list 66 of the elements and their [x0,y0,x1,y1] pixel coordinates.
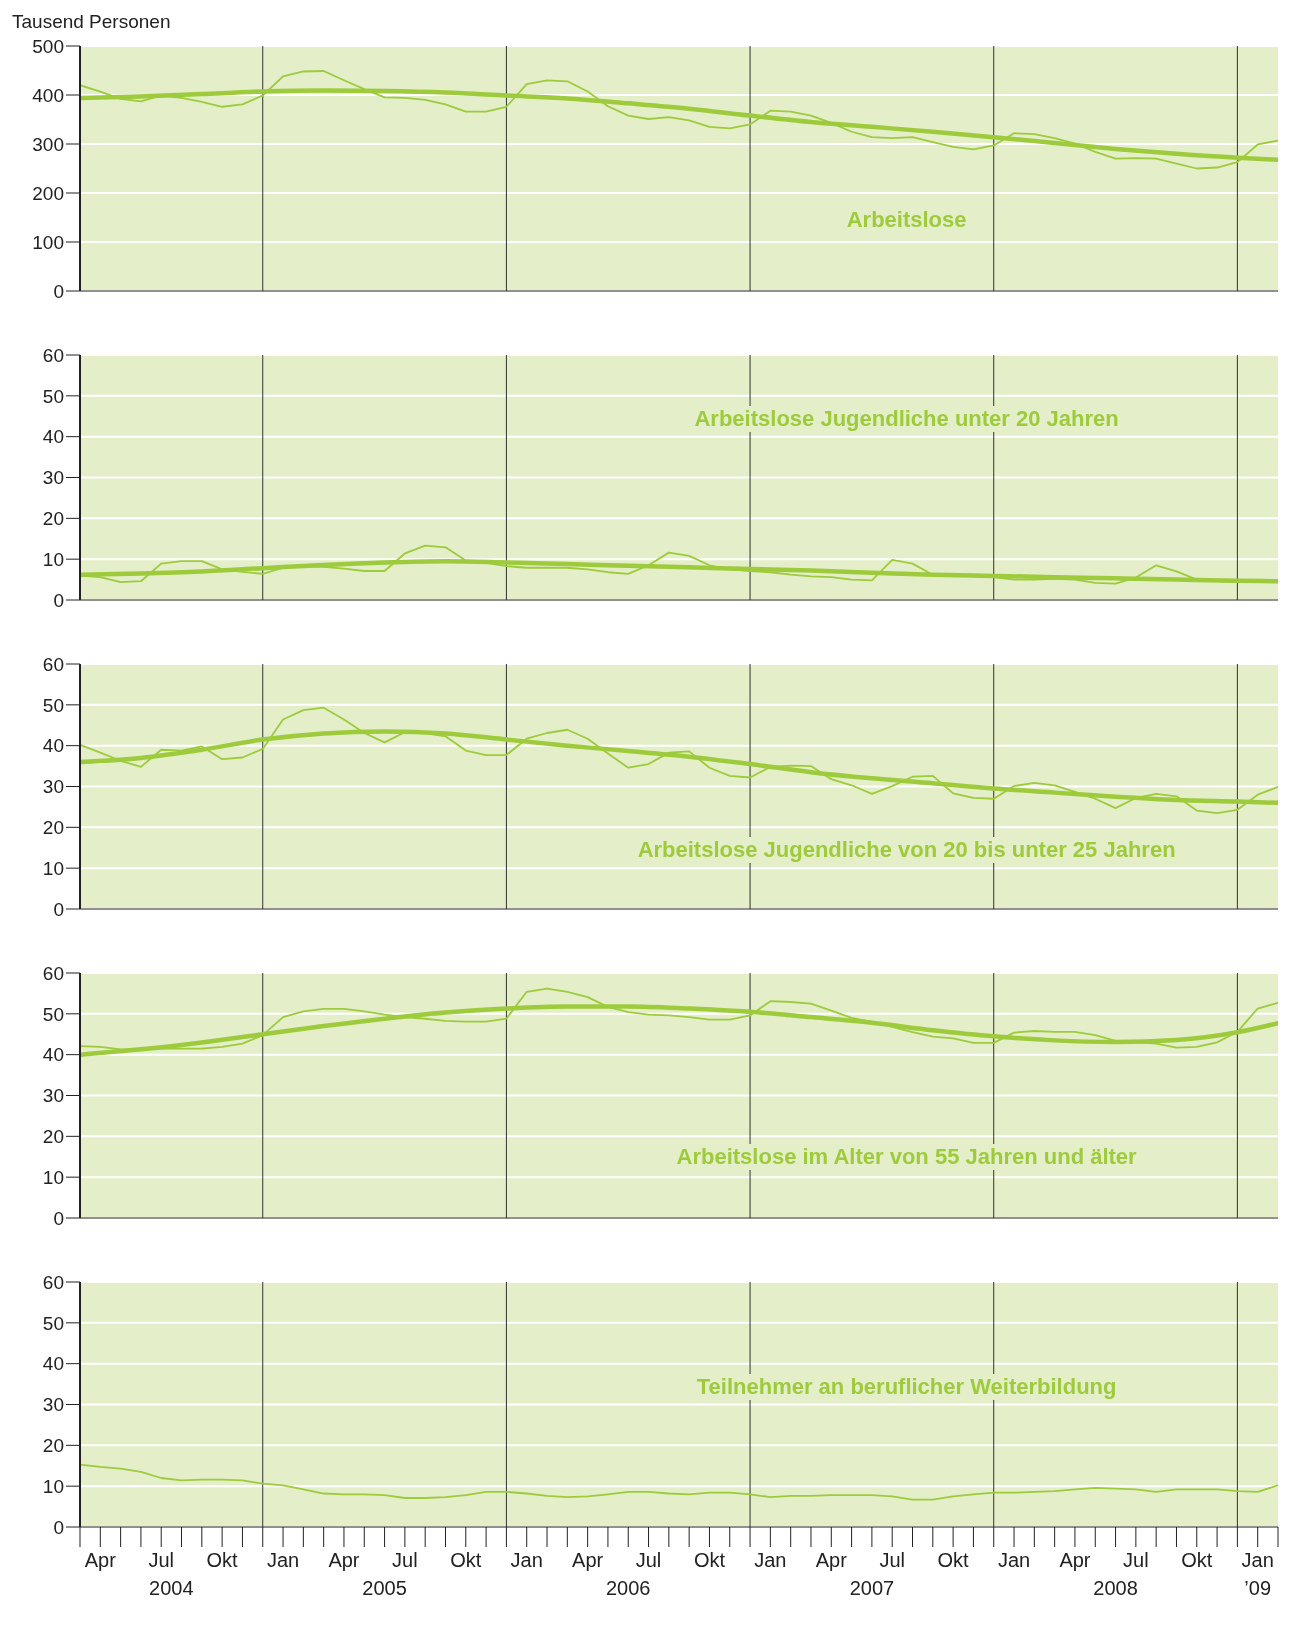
x-tick-label: Okt [1181,1549,1213,1571]
y-tick-label: 30 [42,1394,64,1416]
x-tick-label: Apr [1059,1549,1091,1571]
x-tick-label: Jul [148,1549,175,1571]
y-tick-label: 40 [42,735,64,757]
x-tick-label: Jul [1123,1549,1149,1571]
x-tick-label: Apr [328,1549,360,1571]
text: Arbeitslose [842,206,971,233]
text: ’09 [1244,1577,1272,1600]
text: 2005 [362,1577,407,1600]
text: 2004 [149,1577,194,1600]
y-tick-label: 50 [42,1003,64,1025]
y-tick-label: 50 [42,385,64,407]
x-tick-label: Okt [450,1549,482,1571]
text: Teilnehmer an beruflicher Weiterbildung [692,1374,1121,1401]
y-tick-label: 50 [42,1312,64,1334]
text: Arbeitslose im Alter von 55 Jahren und älter [672,1143,1141,1170]
text: 2006 [605,1577,651,1600]
y-tick-label: 300 [32,133,64,155]
x-tick-label: Jan [1241,1549,1274,1571]
y-tick-label: 500 [32,35,64,57]
text: Arbeitslose Jugendliche von 20 bis unter 25 Jahren [633,837,1180,864]
x-tick-label: Jul [879,1549,905,1571]
x-tick-label: Okt [693,1549,726,1571]
y-tick-label: 10 [42,1166,64,1188]
y-tick-label: 20 [42,817,64,839]
y-tick-label: 0 [53,898,64,920]
x-tick-label: Okt [937,1549,970,1571]
y-tick-label: 30 [42,1085,64,1107]
y-tick-label: 400 [32,84,64,106]
x-tick-label: Okt [206,1549,239,1571]
text: Arbeitslose Jugendliche unter 20 Jahren [690,405,1123,432]
y-tick-label: 50 [42,694,64,716]
x-tick-label: Apr [572,1549,604,1571]
y-tick-label: 10 [42,548,64,570]
y-tick-label: 60 [42,962,64,984]
y-tick-label: 20 [42,508,64,530]
y-tick-label: 40 [42,1353,64,1375]
y-tick-label: 0 [53,589,64,611]
y-tick-label: 40 [42,1044,64,1066]
y-tick-label: 200 [32,182,64,204]
y-tick-label: 60 [42,344,64,366]
x-tick-label: Jul [635,1549,662,1571]
y-tick-label: 0 [53,1516,64,1538]
x-tick-label: Apr [84,1549,117,1571]
x-tick-label: Jan [266,1549,300,1571]
y-tick-label: 60 [42,1271,64,1293]
x-tick-label: Jan [754,1549,787,1571]
y-tick-label: 100 [32,231,64,253]
y-tick-label: 60 [42,653,64,675]
y-tick-label: 30 [42,467,64,489]
y-tick-label: 10 [42,857,64,879]
y-tick-label: 20 [42,1126,64,1148]
y-tick-label: 30 [42,776,64,798]
text: 2008 [1093,1577,1138,1600]
text: 2007 [849,1577,895,1600]
y-tick-label: 10 [42,1475,64,1497]
x-tick-label: Apr [815,1549,848,1571]
x-tick-label: Jan [510,1549,543,1571]
y-tick-label: 40 [42,426,64,448]
x-tick-label: Jan [997,1549,1031,1571]
y-tick-label: 0 [53,1207,64,1229]
y-tick-label: 20 [42,1435,64,1457]
x-tick-label: Jul [392,1549,418,1571]
y-axis-title: Tausend Personen [11,10,172,34]
y-tick-label: 0 [53,280,64,302]
